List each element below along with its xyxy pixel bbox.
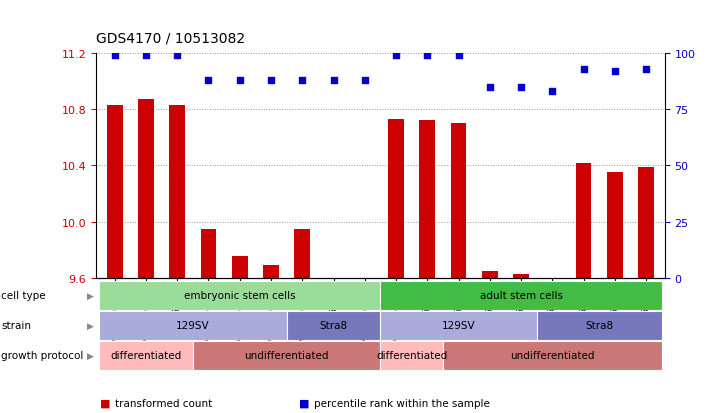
Point <box>515 84 527 91</box>
Bar <box>419 121 435 278</box>
Bar <box>380 281 662 310</box>
Text: embryonic stem cells: embryonic stem cells <box>184 291 296 301</box>
Bar <box>99 311 287 340</box>
Text: strain: strain <box>1 320 31 330</box>
Text: ▶: ▶ <box>87 291 94 300</box>
Bar <box>576 163 592 278</box>
Text: 129SV: 129SV <box>442 320 476 330</box>
Point <box>265 77 277 84</box>
Point <box>296 77 308 84</box>
Text: cell type: cell type <box>1 291 46 301</box>
Bar <box>513 274 529 278</box>
Bar <box>388 120 404 278</box>
Text: GDS4170 / 10513082: GDS4170 / 10513082 <box>96 31 245 45</box>
Point <box>171 52 183 59</box>
Text: undifferentiated: undifferentiated <box>245 350 329 360</box>
Bar <box>294 229 310 278</box>
Bar <box>380 341 443 370</box>
Bar <box>287 311 380 340</box>
Text: ▶: ▶ <box>87 321 94 330</box>
Bar <box>263 266 279 278</box>
Point <box>234 77 245 84</box>
Bar <box>169 106 185 278</box>
Point <box>140 52 151 59</box>
Point <box>578 66 589 73</box>
Text: undifferentiated: undifferentiated <box>510 350 594 360</box>
Point <box>203 77 214 84</box>
Bar <box>443 341 662 370</box>
Point <box>109 52 120 59</box>
Text: 129SV: 129SV <box>176 320 210 330</box>
Bar <box>537 311 662 340</box>
Point <box>359 77 370 84</box>
Point <box>390 52 402 59</box>
Text: growth protocol: growth protocol <box>1 350 84 360</box>
Bar <box>380 311 537 340</box>
Text: percentile rank within the sample: percentile rank within the sample <box>314 398 490 408</box>
Text: differentiated: differentiated <box>376 350 447 360</box>
Point <box>547 88 558 95</box>
Point <box>328 77 339 84</box>
Bar <box>99 281 380 310</box>
Point <box>484 84 496 91</box>
Bar <box>482 271 498 278</box>
Bar <box>545 278 560 281</box>
Text: ■: ■ <box>100 398 110 408</box>
Point <box>641 66 652 73</box>
Bar <box>638 167 654 278</box>
Bar <box>232 256 247 278</box>
Text: transformed count: transformed count <box>115 398 213 408</box>
Point <box>453 52 464 59</box>
Point <box>422 52 433 59</box>
Bar <box>451 124 466 278</box>
Text: Stra8: Stra8 <box>319 320 348 330</box>
Text: differentiated: differentiated <box>110 350 181 360</box>
Bar <box>107 106 122 278</box>
Bar <box>193 341 380 370</box>
Bar <box>607 173 623 278</box>
Text: ■: ■ <box>299 398 309 408</box>
Bar <box>99 341 193 370</box>
Point <box>609 69 621 75</box>
Bar <box>138 100 154 278</box>
Text: Stra8: Stra8 <box>585 320 613 330</box>
Bar <box>201 229 216 278</box>
Text: ▶: ▶ <box>87 351 94 360</box>
Text: adult stem cells: adult stem cells <box>479 291 562 301</box>
